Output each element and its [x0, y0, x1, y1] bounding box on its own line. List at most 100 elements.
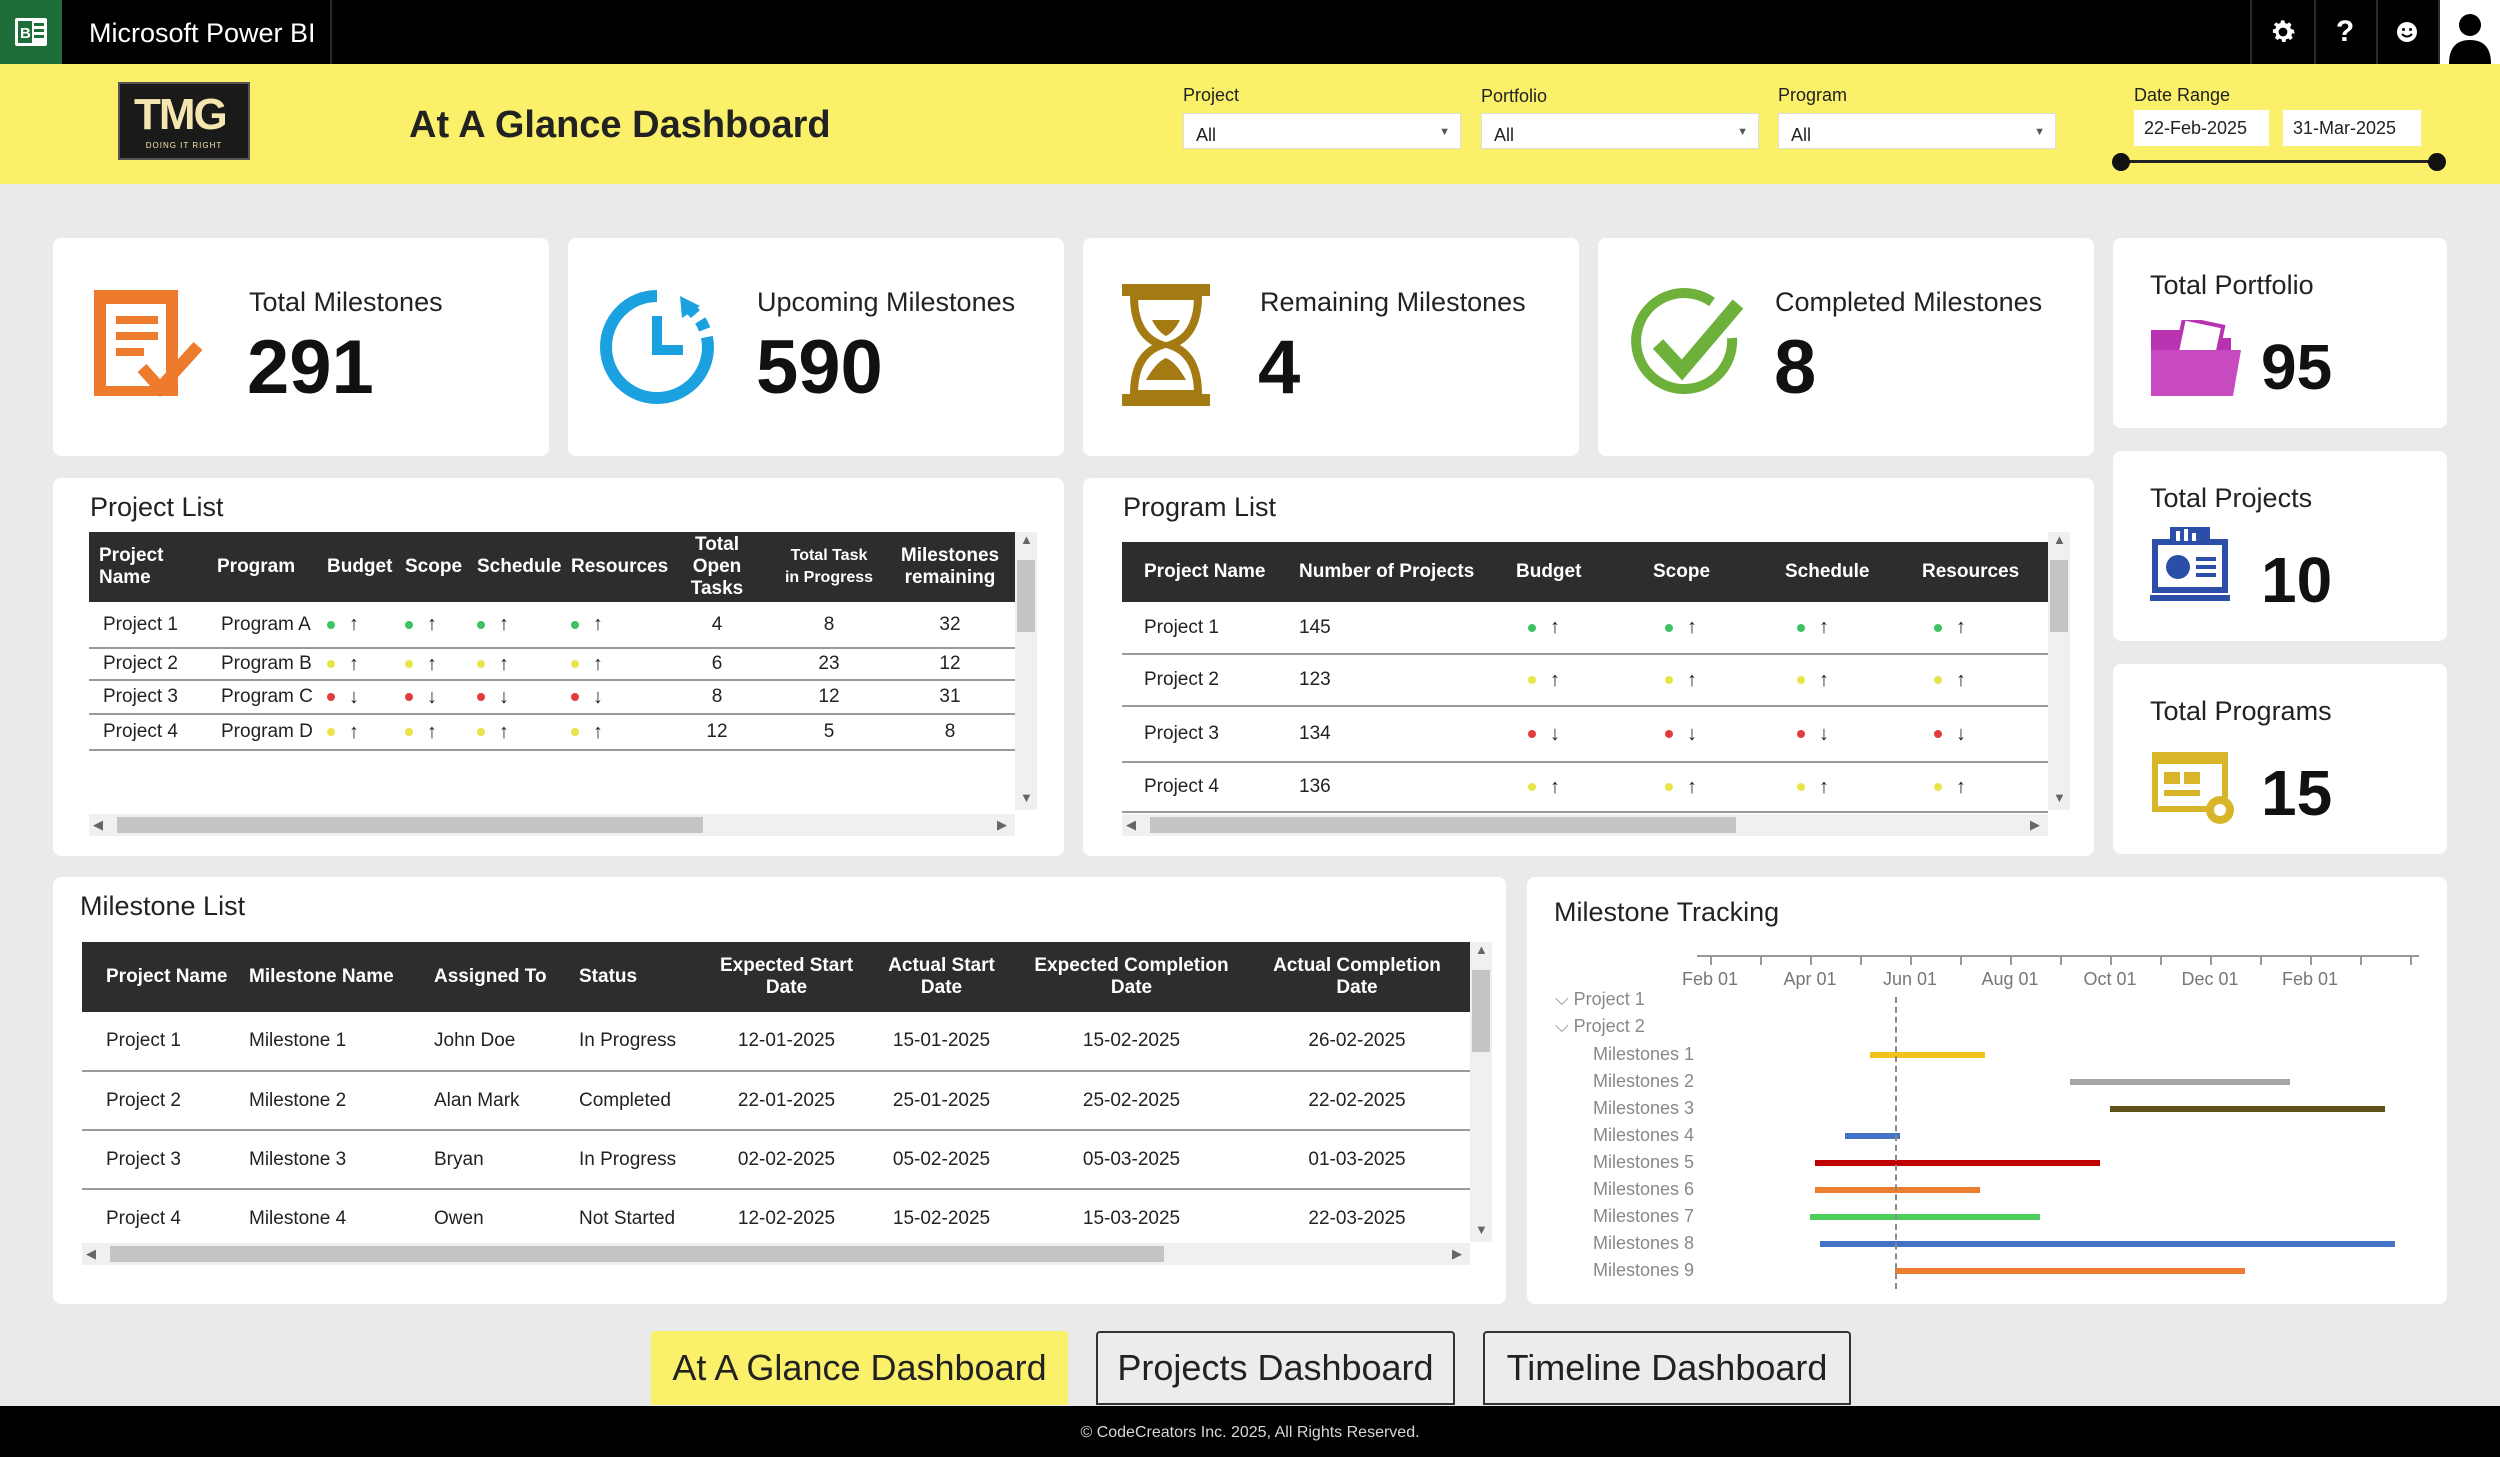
column-header[interactable]: Expected Completion Date — [1019, 942, 1244, 1012]
status-dot — [1934, 730, 1942, 738]
column-header[interactable]: Resources — [561, 532, 668, 602]
gantt-bar[interactable] — [1870, 1052, 1985, 1058]
cell-project: Project 2 — [82, 1071, 239, 1131]
help-icon[interactable]: ? — [2335, 15, 2355, 48]
column-header[interactable]: Schedule — [1775, 542, 1912, 602]
nav-button-projects[interactable]: Projects Dashboard — [1096, 1331, 1455, 1405]
scroll-left-icon[interactable]: ◀ — [1126, 817, 1136, 832]
slider-end-handle[interactable] — [2428, 153, 2446, 171]
scroll-down-icon[interactable]: ▼ — [2053, 790, 2066, 805]
chevron-down-icon[interactable]: ⌵ — [1555, 1016, 1569, 1036]
chevron-down-icon[interactable]: ⌵ — [1555, 989, 1569, 1009]
nav-button-timeline[interactable]: Timeline Dashboard — [1483, 1331, 1851, 1405]
scroll-left-icon[interactable]: ◀ — [86, 1246, 96, 1261]
gantt-bar[interactable] — [1815, 1187, 1980, 1193]
scroll-thumb[interactable] — [2050, 560, 2068, 632]
column-header[interactable]: Budget — [1506, 542, 1643, 602]
scroll-up-icon[interactable]: ▲ — [1020, 532, 1033, 547]
table-row[interactable]: Project 1 Milestone 1 John Doe In Progress 1… — [82, 1012, 1470, 1072]
column-header[interactable]: Project Name — [82, 942, 239, 1012]
project-filter-dropdown[interactable]: All ▼ — [1183, 113, 1461, 149]
column-header[interactable]: Resources — [1912, 542, 2048, 602]
column-header[interactable]: Program — [217, 532, 317, 602]
column-header[interactable]: Status — [569, 942, 709, 1012]
column-header[interactable]: Project Name — [89, 532, 217, 602]
trend-arrow-icon: ↑ — [499, 613, 509, 635]
status-dot — [1934, 676, 1942, 684]
user-icon[interactable] — [2440, 0, 2500, 64]
status-indicator: ↓ — [395, 680, 467, 715]
scroll-thumb[interactable] — [117, 817, 703, 833]
program-filter-dropdown[interactable]: All ▼ — [1778, 113, 2056, 149]
scroll-up-icon[interactable]: ▲ — [1475, 942, 1488, 957]
column-header[interactable]: Milestone Name — [239, 942, 424, 1012]
table-row[interactable]: Project 4 Milestone 4 Owen Not Started 12-02… — [82, 1189, 1470, 1249]
table-row[interactable]: Project 2 Program B ↑ ↑ ↑ ↑ 6 23 12 — [89, 648, 1015, 681]
date-range-slider[interactable] — [2121, 160, 2437, 163]
table-row[interactable]: Project 1 Program A ↑ ↑ ↑ ↑ 4 8 32 — [89, 602, 1015, 649]
date-start-input[interactable]: 22-Feb-2025 — [2134, 110, 2269, 146]
column-header[interactable]: Expected Start Date — [709, 942, 864, 1012]
column-header[interactable]: Project Name — [1122, 542, 1289, 602]
horizontal-scrollbar[interactable]: ◀ ▶ — [82, 1243, 1470, 1265]
gantt-row-label: Milestones 7 — [1593, 1206, 1695, 1226]
scroll-right-icon[interactable]: ▶ — [2030, 817, 2040, 832]
table-row[interactable]: Project 4 Program D ↑ ↑ ↑ ↑ 12 5 8 — [89, 714, 1015, 751]
column-header[interactable]: Total Task in Progress — [773, 532, 885, 602]
scroll-left-icon[interactable]: ◀ — [93, 817, 103, 832]
scroll-thumb[interactable] — [1472, 970, 1490, 1052]
feedback-icon[interactable] — [2376, 0, 2438, 64]
scroll-down-icon[interactable]: ▼ — [1475, 1222, 1488, 1237]
gantt-row-label: Milestones 3 — [1593, 1098, 1695, 1118]
excel-app-icon[interactable]: B — [0, 0, 62, 64]
column-header[interactable]: Actual Start Date — [864, 942, 1019, 1012]
gantt-bar[interactable] — [1820, 1241, 2395, 1247]
scroll-thumb[interactable] — [110, 1246, 1164, 1262]
table-row[interactable]: Project 4 136 ↑ ↑ ↑ ↑ — [1122, 762, 2048, 813]
column-header[interactable]: Scope — [1643, 542, 1775, 602]
portfolio-filter-dropdown[interactable]: All ▼ — [1481, 113, 1759, 149]
column-header[interactable]: Budget — [317, 532, 395, 602]
scroll-right-icon[interactable]: ▶ — [997, 817, 1007, 832]
column-header[interactable]: Total Open Tasks — [661, 532, 773, 602]
gantt-group-row[interactable]: ⌵ Project 1 — [1555, 989, 1645, 1009]
scroll-thumb[interactable] — [1150, 817, 1736, 833]
column-header[interactable]: Number of Projects — [1289, 542, 1506, 602]
slider-start-handle[interactable] — [2112, 153, 2130, 171]
scroll-right-icon[interactable]: ▶ — [1452, 1246, 1462, 1261]
settings-icon[interactable] — [2252, 0, 2314, 64]
column-header[interactable]: Scope — [395, 532, 467, 602]
column-header[interactable]: Assigned To — [424, 942, 569, 1012]
gantt-bar[interactable] — [2110, 1106, 2385, 1112]
cell-open-tasks: 6 — [661, 648, 773, 681]
nav-button-at-a-glance[interactable]: At A Glance Dashboard — [651, 1331, 1068, 1405]
horizontal-scrollbar[interactable]: ◀ ▶ — [1122, 814, 2048, 836]
column-header[interactable]: Schedule — [467, 532, 561, 602]
table-row[interactable]: Project 2 123 ↑ ↑ ↑ ↑ — [1122, 654, 2048, 707]
cell-open-tasks: 4 — [661, 602, 773, 649]
column-header[interactable]: Milestones remaining — [885, 532, 1015, 602]
table-row[interactable]: Project 2 Milestone 2 Alan Mark Completed 22… — [82, 1071, 1470, 1131]
scroll-down-icon[interactable]: ▼ — [1020, 790, 1033, 805]
table-row[interactable]: Project 1 145 ↑ ↑ ↑ ↑ — [1122, 602, 2048, 655]
gantt-bar[interactable] — [1815, 1160, 2100, 1166]
horizontal-scrollbar[interactable]: ◀ ▶ — [89, 814, 1015, 836]
vertical-scrollbar[interactable]: ▲ ▼ — [2048, 532, 2070, 810]
table-row[interactable]: Project 3 Milestone 3 Bryan In Progress 02-0… — [82, 1130, 1470, 1190]
column-header[interactable]: Actual Completion Date — [1244, 942, 1470, 1012]
table-row[interactable]: Project 3 134 ↓ ↓ ↓ ↓ — [1122, 706, 2048, 763]
gantt-bar[interactable] — [2070, 1079, 2290, 1085]
vertical-scrollbar[interactable]: ▲ ▼ — [1470, 942, 1492, 1242]
gantt-bar[interactable] — [1845, 1133, 1900, 1139]
gantt-bar[interactable] — [1895, 1268, 2245, 1274]
kpi-label: Total Programs — [2150, 696, 2332, 726]
gantt-bar[interactable] — [1810, 1214, 2040, 1220]
gantt-group-row[interactable]: ⌵ Project 2 — [1555, 1016, 1645, 1036]
cell-program: Program A — [217, 602, 317, 649]
table-row[interactable]: Project 3 Program C ↓ ↓ ↓ ↓ 8 12 31 — [89, 680, 1015, 715]
scroll-thumb[interactable] — [1017, 560, 1035, 632]
cell-act-start: 15-01-2025 — [864, 1012, 1019, 1072]
date-end-input[interactable]: 31-Mar-2025 — [2283, 110, 2421, 146]
vertical-scrollbar[interactable]: ▲ ▼ — [1015, 532, 1037, 810]
scroll-up-icon[interactable]: ▲ — [2053, 532, 2066, 547]
